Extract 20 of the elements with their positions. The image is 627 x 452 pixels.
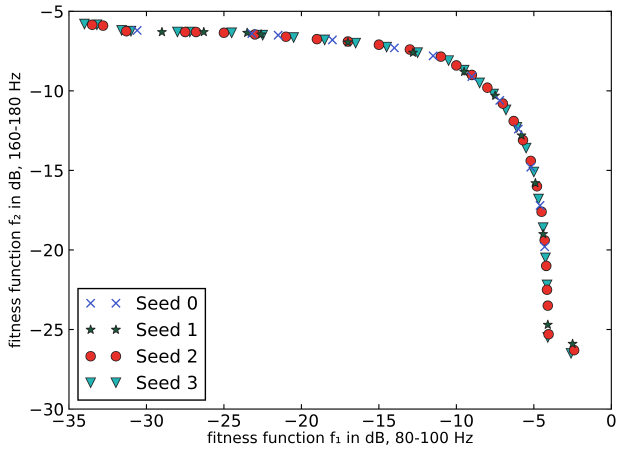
x-tick-label: −30 bbox=[130, 414, 163, 427]
y-tick-label: −15 bbox=[30, 164, 63, 177]
y-tick-label: −25 bbox=[30, 323, 63, 336]
y-axis-title: fitness function f₂ in dB, 160-180 Hz bbox=[8, 72, 22, 348]
y-tick-label: −10 bbox=[30, 84, 63, 98]
x-tick-label: −20 bbox=[286, 414, 318, 427]
x-tick-label: −25 bbox=[208, 414, 240, 427]
legend-label: Seed 1 bbox=[136, 322, 196, 336]
x-tick-label: −35 bbox=[53, 414, 86, 427]
y-tick-label: −20 bbox=[30, 244, 63, 257]
x-tick-label: −10 bbox=[440, 414, 473, 427]
y-tick-label: −30 bbox=[30, 403, 63, 416]
x-tick-label: 0 bbox=[607, 414, 616, 427]
legend-label: Seed 0 bbox=[136, 296, 197, 310]
x-tick-label: −15 bbox=[363, 414, 396, 427]
legend-label: Seed 3 bbox=[136, 375, 197, 390]
x-tick-label: −5 bbox=[523, 414, 545, 427]
y-tick-label: −5 bbox=[41, 5, 63, 18]
legend-label: Seed 2 bbox=[136, 348, 196, 363]
x-axis-title: fitness function f₁ in dB, 80-100 Hz bbox=[207, 431, 473, 445]
